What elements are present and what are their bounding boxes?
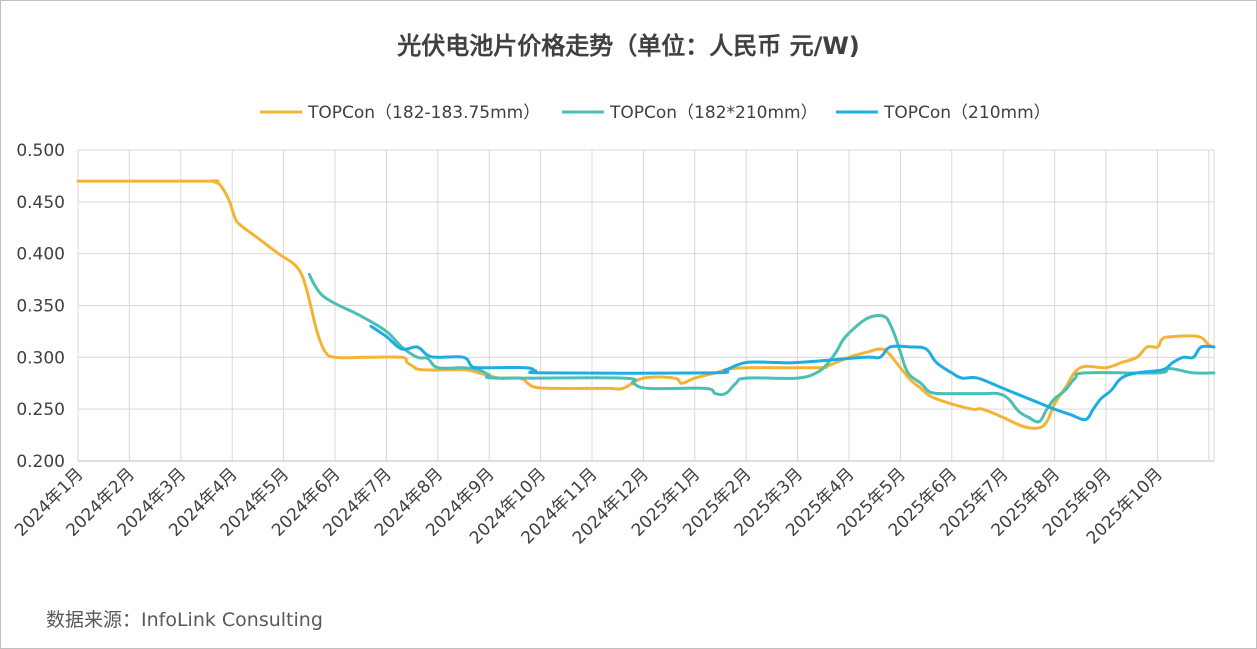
- legend: TOPCon（182-183.75mm） TOPCon（182*210mm） TOP…: [260, 103, 1051, 123]
- series-line-3: [369, 324, 1216, 422]
- y-tick-label: 0.300: [16, 348, 65, 368]
- y-tick-label: 0.250: [16, 400, 65, 420]
- x-axis: 2024年1月2024年2月2024年3月2024年4月2024年5月2024年…: [11, 464, 1167, 548]
- y-tick-label: 0.200: [16, 452, 65, 472]
- legend-label: TOPCon（210mm）: [883, 103, 1051, 123]
- data-source: 数据来源：InfoLink Consulting: [46, 609, 323, 631]
- series-line-2: [307, 272, 1216, 424]
- y-tick-label: 0.500: [16, 141, 65, 161]
- y-axis: 0.500 0.450 0.400 0.350 0.300 0.250 0.200: [16, 141, 65, 472]
- legend-label: TOPCon（182*210mm）: [609, 103, 818, 123]
- series-line-1: [76, 179, 1216, 430]
- y-tick-label: 0.450: [16, 193, 65, 213]
- grid: [77, 149, 1215, 462]
- legend-label: TOPCon（182-183.75mm）: [307, 103, 540, 123]
- y-tick-label: 0.350: [16, 297, 65, 317]
- chart-title: 光伏电池片价格走势（单位：人民币 元/W): [397, 32, 860, 60]
- series-lines: [76, 179, 1216, 430]
- y-tick-label: 0.400: [16, 245, 65, 265]
